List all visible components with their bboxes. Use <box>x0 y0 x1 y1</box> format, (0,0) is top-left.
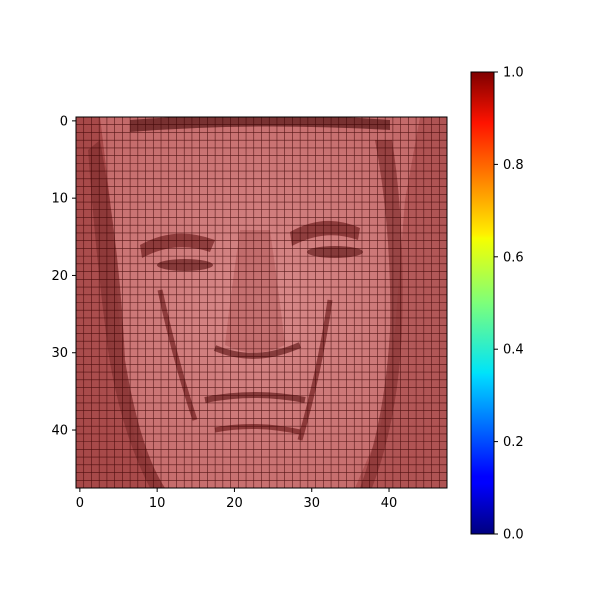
y-tick-label: 10 <box>51 192 68 207</box>
colorbar-tick-label: 0.4 <box>503 343 524 358</box>
x-tick-label: 20 <box>226 496 243 511</box>
y-tick-label: 30 <box>51 346 68 361</box>
cell-grid <box>76 117 447 488</box>
colorbar-ticks: 0.0 0.2 0.4 0.6 0.8 1.0 <box>494 66 524 543</box>
colorbar: 0.0 0.2 0.4 0.6 0.8 1.0 <box>470 66 524 543</box>
colorbar-tick-label: 0.0 <box>503 528 524 543</box>
x-tick-label: 30 <box>303 496 320 511</box>
colorbar-tick-label: 0.6 <box>503 250 524 265</box>
colorbar-gradient <box>470 71 495 535</box>
plot-frame <box>75 116 448 489</box>
colorbar-tick-label: 0.2 <box>503 435 524 450</box>
x-tick-label: 10 <box>149 496 166 511</box>
x-axis: 0 10 20 30 40 <box>76 488 398 511</box>
y-axis: 0 10 20 30 40 <box>51 114 76 439</box>
y-tick-label: 20 <box>51 269 68 284</box>
y-tick-label: 0 <box>60 114 68 129</box>
colorbar-tick-label: 1.0 <box>503 66 524 81</box>
heatmap-plot-area <box>75 116 448 489</box>
x-tick-label: 40 <box>381 496 398 511</box>
x-tick-label: 0 <box>76 496 84 511</box>
y-tick-label: 40 <box>51 424 68 439</box>
colorbar-tick-label: 0.8 <box>503 158 524 173</box>
